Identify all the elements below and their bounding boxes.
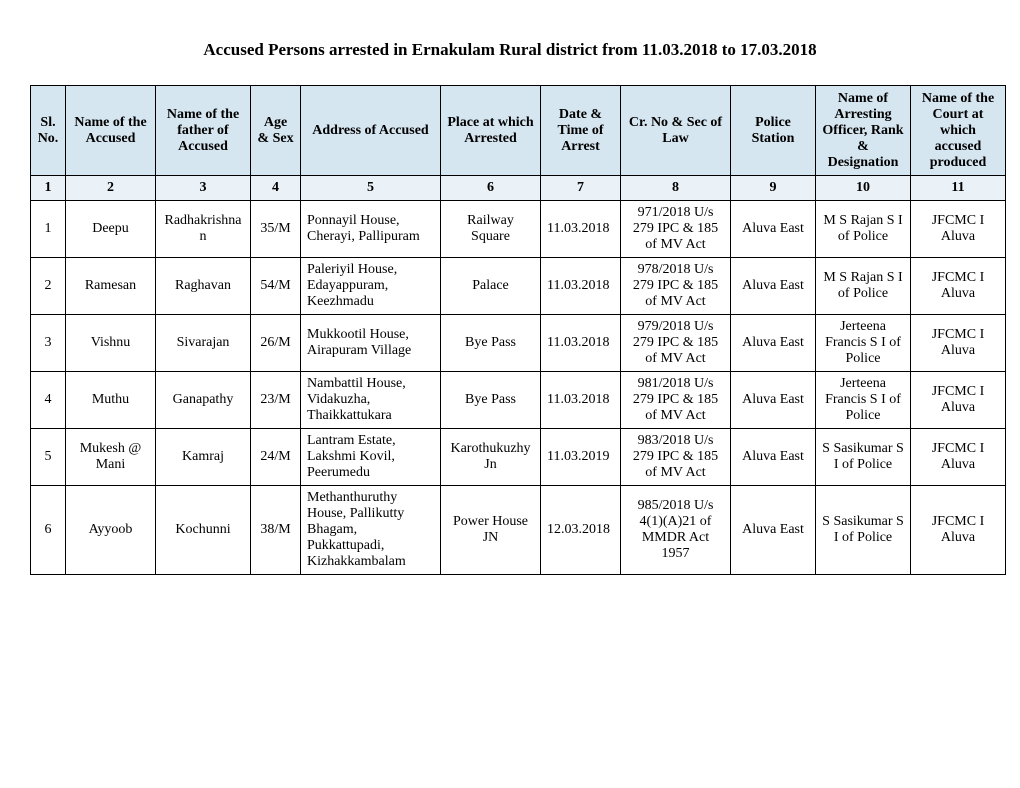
- cell-sl: 4: [31, 372, 66, 429]
- cell-father: Radhakrishnan: [156, 201, 251, 258]
- cell-place: Karothukuzhy Jn: [441, 429, 541, 486]
- cell-name: Mukesh @ Mani: [66, 429, 156, 486]
- cell-date: 11.03.2018: [541, 258, 621, 315]
- cell-age: 35/M: [251, 201, 301, 258]
- table-row: 3VishnuSivarajan26/MMukkootil House, Air…: [31, 315, 1006, 372]
- cell-age: 23/M: [251, 372, 301, 429]
- header-num-3: 3: [156, 176, 251, 201]
- table-row: 1DeepuRadhakrishnan35/MPonnayil House, C…: [31, 201, 1006, 258]
- cell-cr: 983/2018 U/s 279 IPC & 185 of MV Act: [621, 429, 731, 486]
- cell-cr: 971/2018 U/s 279 IPC & 185 of MV Act: [621, 201, 731, 258]
- cell-sl: 3: [31, 315, 66, 372]
- table-body: 1DeepuRadhakrishnan35/MPonnayil House, C…: [31, 201, 1006, 575]
- header-num-2: 2: [66, 176, 156, 201]
- table-row: 5Mukesh @ ManiKamraj24/MLantram Estate, …: [31, 429, 1006, 486]
- header-num-5: 5: [301, 176, 441, 201]
- header-officer: Name of Arresting Officer, Rank & Design…: [816, 86, 911, 176]
- cell-father: Sivarajan: [156, 315, 251, 372]
- cell-date: 12.03.2018: [541, 486, 621, 575]
- cell-cr: 985/2018 U/s 4(1)(A)21 of MMDR Act 1957: [621, 486, 731, 575]
- header-place: Place at which Arrested: [441, 86, 541, 176]
- header-date: Date & Time of Arrest: [541, 86, 621, 176]
- cell-officer: Jerteena Francis S I of Police: [816, 372, 911, 429]
- cell-address: Ponnayil House, Cherayi, Pallipuram: [301, 201, 441, 258]
- cell-name: Muthu: [66, 372, 156, 429]
- cell-sl: 2: [31, 258, 66, 315]
- cell-father: Raghavan: [156, 258, 251, 315]
- table-row: 4MuthuGanapathy23/MNambattil House, Vida…: [31, 372, 1006, 429]
- cell-date: 11.03.2018: [541, 201, 621, 258]
- cell-name: Vishnu: [66, 315, 156, 372]
- cell-court: JFCMC I Aluva: [911, 315, 1006, 372]
- header-num-7: 7: [541, 176, 621, 201]
- cell-police: Aluva East: [731, 429, 816, 486]
- cell-address: Paleriyil House, Edayappuram, Keezhmadu: [301, 258, 441, 315]
- cell-date: 11.03.2019: [541, 429, 621, 486]
- cell-officer: Jerteena Francis S I of Police: [816, 315, 911, 372]
- cell-court: JFCMC I Aluva: [911, 201, 1006, 258]
- cell-police: Aluva East: [731, 315, 816, 372]
- cell-father: Ganapathy: [156, 372, 251, 429]
- header-name: Name of the Accused: [66, 86, 156, 176]
- page-title: Accused Persons arrested in Ernakulam Ru…: [30, 40, 990, 60]
- cell-place: Palace: [441, 258, 541, 315]
- cell-officer: S Sasikumar S I of Police: [816, 429, 911, 486]
- cell-place: Railway Square: [441, 201, 541, 258]
- cell-name: Ramesan: [66, 258, 156, 315]
- cell-sl: 6: [31, 486, 66, 575]
- cell-name: Ayyoob: [66, 486, 156, 575]
- cell-sl: 5: [31, 429, 66, 486]
- cell-age: 54/M: [251, 258, 301, 315]
- cell-cr: 978/2018 U/s 279 IPC & 185 of MV Act: [621, 258, 731, 315]
- cell-age: 26/M: [251, 315, 301, 372]
- cell-court: JFCMC I Aluva: [911, 486, 1006, 575]
- table-number-row: 1 2 3 4 5 6 7 8 9 10 11: [31, 176, 1006, 201]
- table-row: 2RamesanRaghavan54/MPaleriyil House, Eda…: [31, 258, 1006, 315]
- cell-officer: M S Rajan S I of Police: [816, 258, 911, 315]
- cell-cr: 981/2018 U/s 279 IPC & 185 of MV Act: [621, 372, 731, 429]
- cell-address: Mukkootil House, Airapuram Village: [301, 315, 441, 372]
- cell-date: 11.03.2018: [541, 372, 621, 429]
- cell-police: Aluva East: [731, 201, 816, 258]
- header-age: Age & Sex: [251, 86, 301, 176]
- cell-name: Deepu: [66, 201, 156, 258]
- header-num-9: 9: [731, 176, 816, 201]
- header-num-6: 6: [441, 176, 541, 201]
- cell-court: JFCMC I Aluva: [911, 372, 1006, 429]
- cell-officer: M S Rajan S I of Police: [816, 201, 911, 258]
- header-sl: Sl. No.: [31, 86, 66, 176]
- cell-police: Aluva East: [731, 258, 816, 315]
- header-father: Name of the father of Accused: [156, 86, 251, 176]
- cell-court: JFCMC I Aluva: [911, 258, 1006, 315]
- cell-place: Power House JN: [441, 486, 541, 575]
- header-num-8: 8: [621, 176, 731, 201]
- header-address: Address of Accused: [301, 86, 441, 176]
- header-num-1: 1: [31, 176, 66, 201]
- table-header-row: Sl. No. Name of the Accused Name of the …: [31, 86, 1006, 176]
- header-cr: Cr. No & Sec of Law: [621, 86, 731, 176]
- cell-place: Bye Pass: [441, 315, 541, 372]
- cell-address: Lantram Estate, Lakshmi Kovil, Peerumedu: [301, 429, 441, 486]
- cell-cr: 979/2018 U/s 279 IPC & 185 of MV Act: [621, 315, 731, 372]
- cell-police: Aluva East: [731, 486, 816, 575]
- header-num-11: 11: [911, 176, 1006, 201]
- table-row: 6AyyoobKochunni38/MMethanthuruthy House,…: [31, 486, 1006, 575]
- header-police: Police Station: [731, 86, 816, 176]
- cell-officer: S Sasikumar S I of Police: [816, 486, 911, 575]
- accused-table: Sl. No. Name of the Accused Name of the …: [30, 85, 1006, 575]
- cell-age: 38/M: [251, 486, 301, 575]
- cell-address: Methanthuruthy House, Pallikutty Bhagam,…: [301, 486, 441, 575]
- header-num-10: 10: [816, 176, 911, 201]
- cell-father: Kochunni: [156, 486, 251, 575]
- cell-age: 24/M: [251, 429, 301, 486]
- cell-date: 11.03.2018: [541, 315, 621, 372]
- cell-place: Bye Pass: [441, 372, 541, 429]
- cell-court: JFCMC I Aluva: [911, 429, 1006, 486]
- header-num-4: 4: [251, 176, 301, 201]
- cell-address: Nambattil House, Vidakuzha, Thaikkattuka…: [301, 372, 441, 429]
- cell-police: Aluva East: [731, 372, 816, 429]
- header-court: Name of the Court at which accused produ…: [911, 86, 1006, 176]
- cell-father: Kamraj: [156, 429, 251, 486]
- cell-sl: 1: [31, 201, 66, 258]
